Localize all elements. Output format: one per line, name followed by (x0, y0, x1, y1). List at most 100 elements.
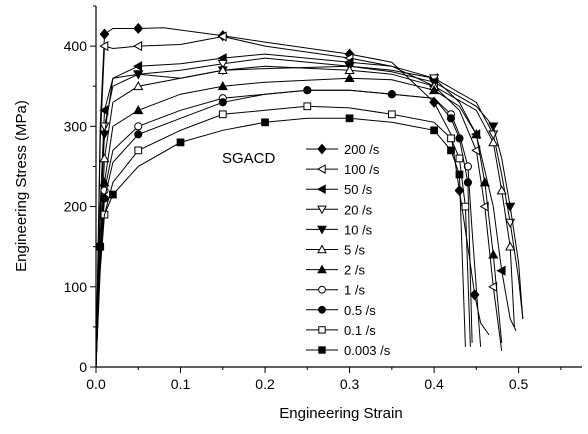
data-point (217, 64, 228, 75)
data-point (461, 202, 470, 211)
data-point (176, 138, 185, 147)
data-point (109, 190, 117, 199)
legend-label: 2 /s (344, 263, 365, 278)
data-point (317, 205, 327, 215)
series-0p1s (95, 102, 471, 368)
data-point (496, 265, 506, 276)
y-axis-label: Engineering Stress (MPa) (13, 100, 30, 272)
data-point (505, 202, 516, 212)
legend-item: 0.5 /s (306, 303, 376, 318)
data-point (317, 264, 327, 274)
legend-item: 0.1 /s (306, 323, 376, 338)
data-point (317, 244, 327, 254)
series-line (95, 65, 524, 368)
data-point (447, 146, 455, 155)
data-point (316, 164, 326, 174)
data-point (488, 249, 499, 259)
chart-annotation: SGACD (222, 150, 276, 167)
data-point (133, 22, 144, 35)
data-point (496, 185, 507, 195)
y-tick-label: 0 (79, 359, 87, 375)
data-point (217, 31, 227, 42)
legend-item: 200 /s (306, 142, 380, 157)
series-layer (95, 22, 524, 368)
legend-label: 0.1 /s (344, 323, 376, 338)
data-point (303, 102, 312, 111)
data-point (133, 61, 143, 72)
data-point (317, 143, 327, 155)
data-point (429, 85, 440, 95)
x-tick-label: 0.2 (255, 376, 275, 392)
data-point (345, 114, 354, 123)
data-point (387, 110, 396, 119)
data-point (318, 346, 326, 354)
data-point (446, 114, 456, 123)
legend-item: 0.003 /s (306, 343, 391, 358)
legend-item: 5 /s (306, 243, 365, 258)
series-line (95, 65, 515, 368)
data-point (134, 130, 143, 139)
data-point (261, 118, 269, 127)
data-point (134, 122, 143, 131)
legend-label: 5 /s (344, 243, 365, 258)
data-point (303, 86, 312, 95)
data-point (133, 70, 144, 80)
x-tick-label: 0.1 (171, 376, 191, 392)
series-line (95, 89, 473, 368)
y-tick-label: 200 (64, 199, 88, 215)
legend-item: 10 /s (306, 222, 373, 237)
legend-item: 50 /s (306, 182, 373, 197)
data-point (318, 305, 326, 314)
data-point (218, 98, 227, 107)
data-point (133, 105, 144, 115)
series-0p5s (95, 86, 473, 368)
data-point (463, 178, 472, 187)
data-point (455, 154, 464, 163)
data-point (217, 59, 228, 69)
data-point (318, 326, 326, 334)
data-point (469, 289, 480, 301)
y-tick-label: 300 (64, 118, 88, 134)
series-line (95, 105, 471, 368)
x-tick-label: 0.3 (340, 376, 360, 392)
legend-label: 200 /s (344, 142, 380, 157)
series-line (95, 77, 503, 368)
data-point (479, 177, 490, 187)
x-tick-label: 0.0 (86, 376, 106, 392)
data-point (133, 80, 144, 91)
data-point (479, 201, 489, 212)
data-point (100, 194, 109, 203)
legend-label: 1 /s (344, 283, 365, 298)
data-point (488, 122, 499, 132)
legend-label: 0.5 /s (344, 303, 376, 318)
series-line (95, 35, 503, 368)
data-point (217, 80, 228, 91)
x-axis-label: Engineering Strain (279, 405, 402, 422)
data-point (133, 41, 143, 52)
series-line (95, 53, 517, 368)
series-50s (95, 53, 517, 368)
x-tick-label: 0.4 (424, 376, 444, 392)
data-point (488, 137, 499, 147)
series-0p003s (95, 114, 466, 364)
y-tick-label: 100 (64, 279, 88, 295)
legend-item: 20 /s (306, 202, 373, 217)
data-point (430, 126, 438, 135)
data-point (447, 134, 455, 143)
data-point (471, 129, 482, 139)
legend: 200 /s 100 /s 50 /s 20 /s 10 /s 5 /s 2 /s 1 /s 0… (306, 142, 391, 358)
series-line (95, 117, 466, 364)
data-point (99, 122, 110, 132)
legend-item: 1 /s (306, 283, 365, 298)
series-line (95, 89, 482, 368)
data-point (318, 285, 326, 294)
legend-label: 50 /s (344, 182, 373, 197)
axes-layer: 0.0 0.1 0.2 0.3 0.4 0.5 0 100 200 300 400 (64, 5, 582, 392)
data-point (99, 28, 110, 40)
legend-label: 20 /s (344, 202, 373, 217)
data-point (99, 41, 109, 52)
data-point (218, 110, 227, 119)
y-tick-label: 400 (64, 38, 88, 54)
legend-label: 100 /s (344, 162, 380, 177)
